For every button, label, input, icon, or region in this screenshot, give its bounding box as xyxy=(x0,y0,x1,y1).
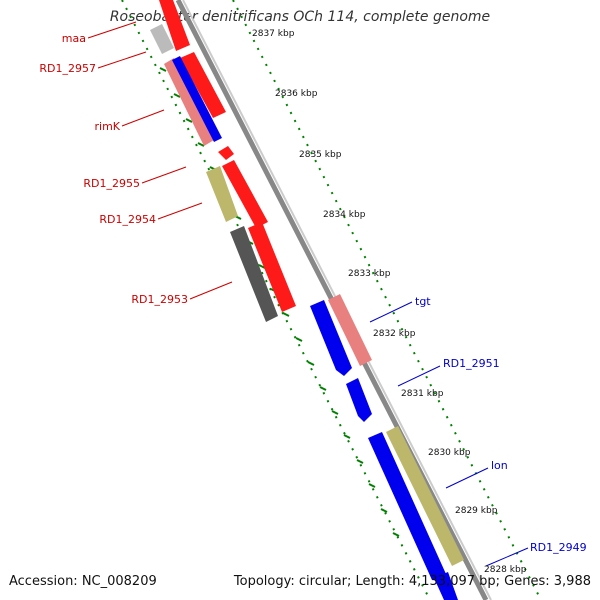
scale-label: 2834 kbp xyxy=(323,210,366,220)
genome-title: Roseobacter denitrificans OCh 114, compl… xyxy=(109,9,491,25)
gene-RD1-2957-top xyxy=(159,0,190,51)
scale-label: 2833 kbp xyxy=(348,269,391,279)
gene-label-lon: lon xyxy=(491,459,508,472)
gene-RD1-2949 xyxy=(434,572,458,600)
gene-RD1-2954 xyxy=(206,166,238,222)
gene-label-tgt: tgt xyxy=(415,295,431,308)
gene-label-RD1-2953: RD1_2953 xyxy=(131,293,188,306)
scale-label: 2832 kbp xyxy=(373,329,416,339)
gene-label-RD1-2951: RD1_2951 xyxy=(443,357,500,370)
reverse-gene-labels: tgt RD1_2951 lon RD1_2949 xyxy=(415,295,587,554)
scale-label: 2828 kbp xyxy=(484,565,527,575)
scale-label: 2831 kbp xyxy=(401,389,444,399)
gene-label-RD1-2949: RD1_2949 xyxy=(530,541,587,554)
label-leaders xyxy=(87,21,529,567)
gene-RD1-2957 xyxy=(180,52,226,118)
genome-summary: Topology: circular; Length: 4,133,097 bp… xyxy=(233,574,591,589)
gene-RD1-2955 xyxy=(218,146,234,160)
gene-label-RD1-2957: RD1_2957 xyxy=(39,62,96,75)
gene-rimK-blue xyxy=(172,56,222,142)
forward-gene-labels: maa RD1_2957 rimK RD1_2955 RD1_2954 RD1_… xyxy=(39,32,188,306)
gene-maa xyxy=(150,24,174,54)
gene-lon-blue xyxy=(368,432,446,580)
scale-label: 2830 kbp xyxy=(428,448,471,458)
gene-RD1-2955-body xyxy=(222,160,268,228)
gene-label-RD1-2954: RD1_2954 xyxy=(99,213,156,226)
gene-label-rimK: rimK xyxy=(94,120,120,133)
scale-label: 2836 kbp xyxy=(275,89,318,99)
gene-lon-khaki xyxy=(386,426,464,566)
gene-label-RD1-2955: RD1_2955 xyxy=(83,177,140,190)
gene-label-maa: maa xyxy=(62,32,86,45)
gene-rimK-pink xyxy=(164,58,214,146)
gene-tgt-blue xyxy=(310,300,352,376)
scale-labels: 2837 kbp 2836 kbp 2835 kbp 2834 kbp 2833… xyxy=(252,29,527,575)
scale-label: 2837 kbp xyxy=(252,29,295,39)
scale-label: 2835 kbp xyxy=(299,150,342,160)
reverse-genes xyxy=(310,294,464,600)
gene-RD1-2953-red xyxy=(248,222,296,312)
scale-label: 2829 kbp xyxy=(455,506,498,516)
forward-genes xyxy=(150,0,296,322)
gene-RD1-2953-grey xyxy=(230,226,278,322)
accession-label: Accession: NC_008209 xyxy=(9,574,157,589)
gene-RD1-2951 xyxy=(346,378,372,422)
gene-tgt xyxy=(328,294,372,366)
